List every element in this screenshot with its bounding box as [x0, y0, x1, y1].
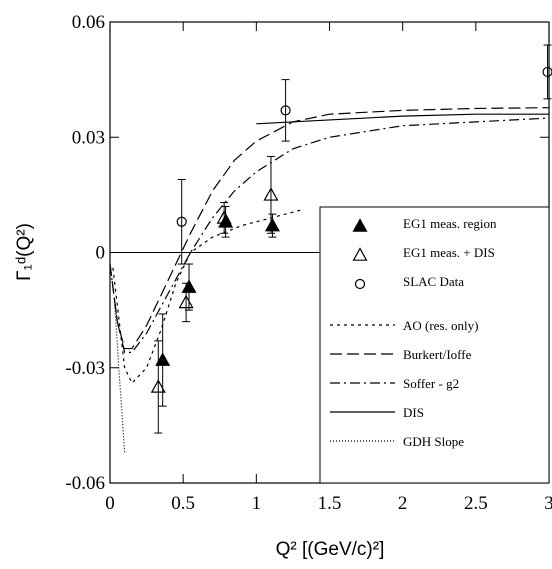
curve: [112, 209, 301, 385]
legend-label: Soffer - g2: [403, 376, 459, 391]
marker: [176, 216, 187, 227]
y-tick-label: -0.03: [65, 358, 105, 379]
series: [150, 155, 279, 434]
legend-label: GDH Slope: [403, 434, 464, 449]
curve: [113, 298, 126, 453]
marker: [264, 217, 280, 232]
y-tick-label: 0.03: [72, 127, 105, 148]
x-axis-label: Q² [(GeV/c)²]: [276, 539, 385, 560]
x-tick-label: 3: [544, 493, 552, 514]
legend-label: DIS: [403, 405, 424, 420]
legend-label: SLAC Data: [403, 274, 464, 289]
x-tick-label: 0.5: [171, 493, 195, 514]
series: [256, 113, 549, 125]
y-tick-label: 0.06: [72, 12, 105, 33]
series: [176, 44, 552, 265]
marker: [216, 210, 232, 224]
series: [155, 205, 280, 407]
curve: [256, 113, 549, 125]
y-axis-label: Γ₁ᵈ(Q²): [14, 223, 35, 281]
legend-label: AO (res. only): [403, 318, 478, 333]
marker: [263, 187, 279, 201]
marker: [150, 379, 166, 393]
legend-marker: [352, 218, 368, 232]
x-tick-label: 1: [252, 493, 262, 514]
series: [113, 298, 126, 453]
marker: [280, 105, 291, 116]
series: [110, 107, 549, 350]
curve: [110, 107, 549, 350]
legend-marker: [352, 247, 368, 261]
marker: [181, 279, 197, 293]
y-tick-label: 0: [96, 243, 106, 264]
marker: [542, 66, 552, 78]
legend-label: EG1 meas. + DIS: [403, 245, 495, 260]
x-tick-label: 0: [105, 493, 115, 514]
legend-label: EG1 meas. region: [403, 216, 497, 231]
x-tick-label: 2: [398, 493, 408, 514]
marker: [155, 352, 171, 366]
x-tick-label: 2.5: [464, 493, 488, 514]
y-tick-label: -0.06: [65, 473, 105, 494]
marker: [178, 294, 194, 309]
legend-label: Burkert/Ioffe: [403, 347, 472, 362]
series: [112, 209, 301, 385]
legend-marker: [354, 278, 366, 290]
x-tick-label: 1.5: [318, 493, 342, 514]
